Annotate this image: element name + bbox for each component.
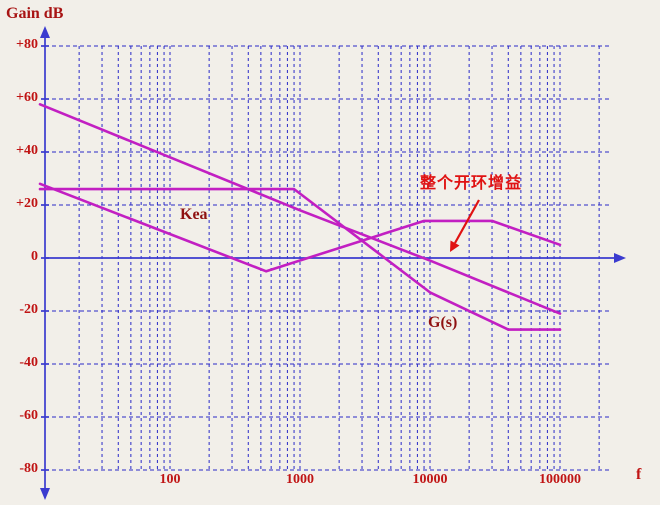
y-axis-arrow-down-icon	[40, 488, 50, 500]
series-curve-1	[38, 103, 562, 315]
x-tick-label: 100	[159, 472, 181, 487]
y-tick-label: -80	[19, 461, 38, 476]
annotation-open-loop-gain-label: 整个开环增益	[420, 175, 523, 192]
y-tick-label: +60	[16, 90, 38, 105]
y-tick-label: -60	[19, 408, 38, 423]
y-tick-label: -20	[19, 302, 38, 317]
y-tick-label: 0	[31, 249, 38, 264]
x-axis-title: f	[636, 466, 642, 483]
x-axis-arrow-right-icon	[614, 253, 626, 263]
series-curve-2	[38, 182, 562, 273]
y-tick-label: -40	[19, 355, 38, 370]
y-tick-label: +80	[16, 37, 38, 52]
x-tick-label: 1000	[286, 472, 314, 487]
y-axis-title: Gain dB	[6, 5, 64, 22]
annotation-arrow-head-icon	[450, 240, 460, 252]
x-tick-label: 10000	[412, 472, 448, 487]
y-axis-arrow-up-icon	[40, 26, 50, 38]
series-label-gs: G(s)	[428, 314, 458, 331]
x-tick-label: 100000	[539, 472, 581, 487]
y-tick-label: +20	[16, 196, 38, 211]
series-label-kea: Kea	[180, 206, 208, 223]
y-tick-label: +40	[16, 143, 38, 158]
series-curve-3	[38, 187, 562, 331]
annotation-arrow-line	[454, 199, 480, 244]
